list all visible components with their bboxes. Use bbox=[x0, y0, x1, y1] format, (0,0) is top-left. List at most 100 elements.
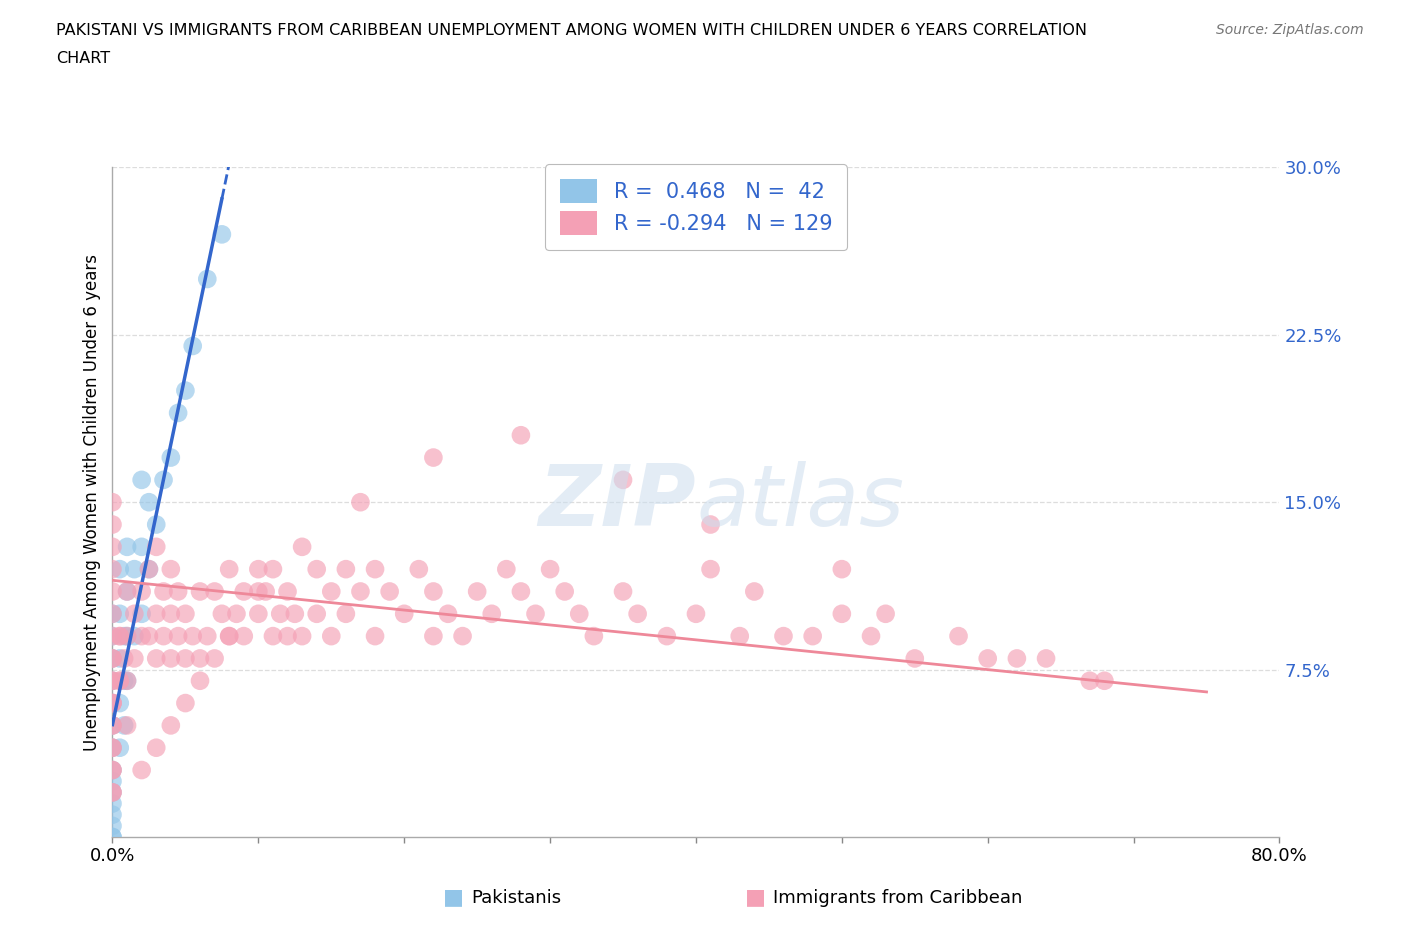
Point bbox=[612, 584, 634, 599]
Point bbox=[167, 584, 190, 599]
Point bbox=[101, 696, 124, 711]
Point bbox=[138, 562, 160, 577]
Point bbox=[108, 629, 131, 644]
Point bbox=[284, 606, 307, 621]
Point bbox=[524, 606, 547, 621]
Point bbox=[174, 606, 197, 621]
Point bbox=[1078, 673, 1101, 688]
Point bbox=[612, 472, 634, 487]
Point bbox=[1005, 651, 1028, 666]
Point bbox=[181, 629, 204, 644]
Point bbox=[321, 584, 343, 599]
Point bbox=[101, 673, 124, 688]
Point bbox=[211, 606, 233, 621]
Point bbox=[115, 584, 138, 599]
Point bbox=[554, 584, 576, 599]
Point bbox=[742, 584, 765, 599]
Point bbox=[160, 450, 183, 465]
Point bbox=[247, 584, 270, 599]
Point bbox=[232, 629, 254, 644]
Point bbox=[101, 696, 124, 711]
Point bbox=[115, 539, 138, 554]
Point bbox=[145, 740, 167, 755]
Point bbox=[305, 562, 328, 577]
Point bbox=[232, 584, 254, 599]
Point bbox=[108, 673, 131, 688]
Point bbox=[101, 718, 124, 733]
Point bbox=[1035, 651, 1057, 666]
Point bbox=[108, 651, 131, 666]
Point bbox=[465, 584, 488, 599]
Point bbox=[188, 651, 211, 666]
Point bbox=[101, 495, 124, 510]
Point bbox=[115, 584, 138, 599]
Point bbox=[195, 272, 218, 286]
Point bbox=[101, 696, 124, 711]
Point bbox=[101, 651, 124, 666]
Point bbox=[218, 629, 240, 644]
Point bbox=[101, 629, 124, 644]
Point bbox=[108, 740, 131, 755]
Point bbox=[254, 584, 277, 599]
Point bbox=[291, 629, 314, 644]
Point bbox=[378, 584, 401, 599]
Point bbox=[108, 562, 131, 577]
Point bbox=[101, 763, 124, 777]
Point bbox=[152, 472, 174, 487]
Point bbox=[174, 651, 197, 666]
Point bbox=[860, 629, 883, 644]
Point bbox=[112, 629, 135, 644]
Point bbox=[1094, 673, 1116, 688]
Point bbox=[112, 718, 135, 733]
Point bbox=[101, 562, 124, 577]
Point bbox=[101, 673, 124, 688]
Point bbox=[218, 629, 240, 644]
Point bbox=[422, 584, 444, 599]
Point bbox=[801, 629, 824, 644]
Point bbox=[262, 562, 284, 577]
Point bbox=[181, 339, 204, 353]
Text: ZIP: ZIP bbox=[538, 460, 696, 544]
Point bbox=[152, 584, 174, 599]
Point bbox=[124, 629, 146, 644]
Legend: R =  0.468   N =  42, R = -0.294   N = 129: R = 0.468 N = 42, R = -0.294 N = 129 bbox=[546, 165, 846, 250]
Point bbox=[101, 796, 124, 811]
Point bbox=[101, 718, 124, 733]
Point bbox=[101, 818, 124, 833]
Point bbox=[276, 584, 298, 599]
Point bbox=[875, 606, 897, 621]
Point bbox=[101, 830, 124, 844]
Point bbox=[568, 606, 591, 621]
Point bbox=[904, 651, 927, 666]
Point bbox=[422, 629, 444, 644]
Point bbox=[115, 673, 138, 688]
Text: ■: ■ bbox=[745, 886, 766, 907]
Point bbox=[101, 763, 124, 777]
Point bbox=[167, 405, 190, 420]
Point bbox=[364, 562, 387, 577]
Point bbox=[394, 606, 416, 621]
Point bbox=[131, 629, 153, 644]
Point bbox=[108, 629, 131, 644]
Point bbox=[160, 562, 183, 577]
Point bbox=[115, 673, 138, 688]
Point bbox=[335, 562, 357, 577]
Point bbox=[101, 517, 124, 532]
Point bbox=[131, 584, 153, 599]
Point bbox=[509, 428, 531, 443]
Point bbox=[655, 629, 678, 644]
Point bbox=[101, 830, 124, 844]
Point bbox=[422, 450, 444, 465]
Point bbox=[291, 539, 314, 554]
Text: Immigrants from Caribbean: Immigrants from Caribbean bbox=[773, 889, 1022, 907]
Point bbox=[101, 785, 124, 800]
Point bbox=[101, 740, 124, 755]
Point bbox=[115, 718, 138, 733]
Point bbox=[204, 584, 226, 599]
Point bbox=[269, 606, 291, 621]
Point bbox=[108, 696, 131, 711]
Point bbox=[101, 696, 124, 711]
Point bbox=[699, 517, 721, 532]
Point bbox=[247, 562, 270, 577]
Point bbox=[335, 606, 357, 621]
